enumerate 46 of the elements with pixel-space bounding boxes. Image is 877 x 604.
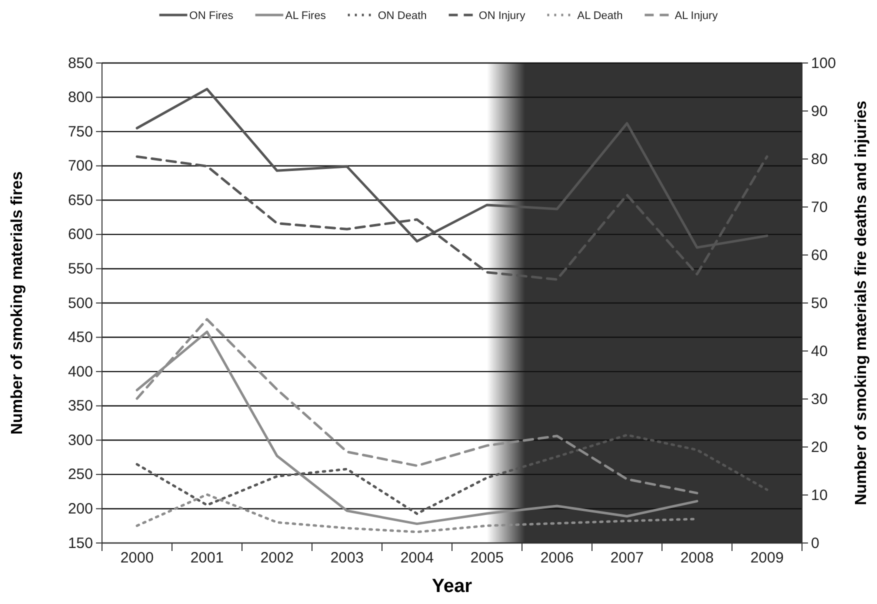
y2-tick-label: 70 [811,198,828,216]
y-tick-label: 400 [68,363,93,380]
legend-label: AL Injury [674,10,718,22]
y-tick-label: 550 [68,260,93,278]
y-tick-label: 750 [68,123,93,140]
y-tick-label: 300 [68,432,93,449]
y-tick-label: 650 [68,192,93,209]
y2-tick-label: 30 [811,390,828,408]
legend-label: AL Death [577,10,623,22]
y2-tick-label: 80 [811,150,828,168]
x-tick-label: 2000 [120,550,154,566]
y2-tick-label: 20 [811,438,828,456]
y2-tick-label: 100 [811,54,836,72]
x-tick-label: 2008 [680,550,714,566]
x-tick-label: 2001 [190,550,224,566]
line-series [136,434,768,515]
x-tick-label: 2007 [610,550,644,566]
y-tick-label: 600 [68,226,93,244]
x-tick-label: 2006 [540,550,574,566]
y-tick-label: 350 [68,398,93,415]
y-tick-label: 850 [68,54,93,72]
y-tick-label: 800 [68,89,93,106]
x-tick-label: 2002 [260,550,294,566]
y2-tick-label: 50 [811,294,828,312]
y-tick-label: 500 [68,294,93,312]
y-tick-label: 150 [68,534,93,552]
legend-label: ON Death [378,10,427,22]
y2-tick-label: 10 [811,486,828,504]
y-axis-title: Number of smoking materials fires [9,171,26,435]
x-tick-label: 2004 [400,550,434,566]
legend-label: ON Injury [478,10,526,22]
y-tick-label: 450 [68,329,93,346]
y-tick-label: 200 [68,500,93,518]
y-tick-label: 700 [68,158,93,175]
y2-tick-label: 40 [811,342,828,360]
y2-tick-label: 90 [811,102,828,120]
y2-axis-title: Number of smoking materials fire deaths and injuries [853,100,870,506]
legend-label: ON Fires [189,10,234,22]
y2-tick-label: 0 [811,534,820,552]
legend-label: AL Fires [285,10,326,22]
x-tick-label: 2005 [470,550,504,566]
y2-tick-label: 60 [811,246,828,264]
x-tick-label: 2009 [750,550,784,566]
x-tick-label: 2003 [330,550,364,566]
y-tick-label: 250 [68,466,93,484]
x-axis-title: Year [432,576,473,597]
